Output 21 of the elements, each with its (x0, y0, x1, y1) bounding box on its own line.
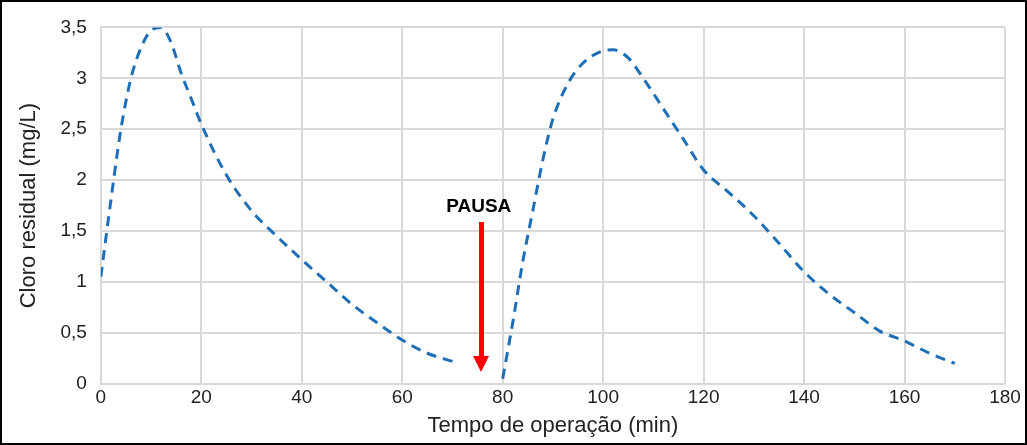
y-tick-label: 0 (76, 372, 87, 394)
y-axis-title: Cloro residual (mg/L) (15, 102, 41, 309)
x-tick-label: 0 (95, 386, 107, 408)
x-tick-label: 180 (989, 386, 1021, 408)
x-tick-label: 60 (391, 386, 413, 408)
x-tick-label: 120 (687, 386, 720, 408)
x-tick-label: 100 (587, 386, 619, 408)
y-tick-label: 3 (76, 66, 87, 88)
x-tick-label: 80 (492, 386, 514, 408)
y-tick-label: 0,5 (60, 321, 87, 343)
y-tick-label: 1,5 (60, 219, 87, 241)
y-tick-label: 3,5 (60, 15, 87, 37)
x-axis-title: Tempo de operação (min) (427, 411, 679, 437)
x-tick-label: 160 (888, 386, 921, 408)
annotation: PAUSA (446, 194, 512, 216)
y-tick-label: 2 (76, 168, 87, 190)
x-tick-label: 20 (190, 386, 212, 408)
y-tick-label: 1 (76, 270, 87, 292)
y-tick-label: 2,5 (60, 117, 87, 139)
x-tick-label: 40 (291, 386, 313, 408)
x-tick-label: 140 (788, 386, 820, 408)
